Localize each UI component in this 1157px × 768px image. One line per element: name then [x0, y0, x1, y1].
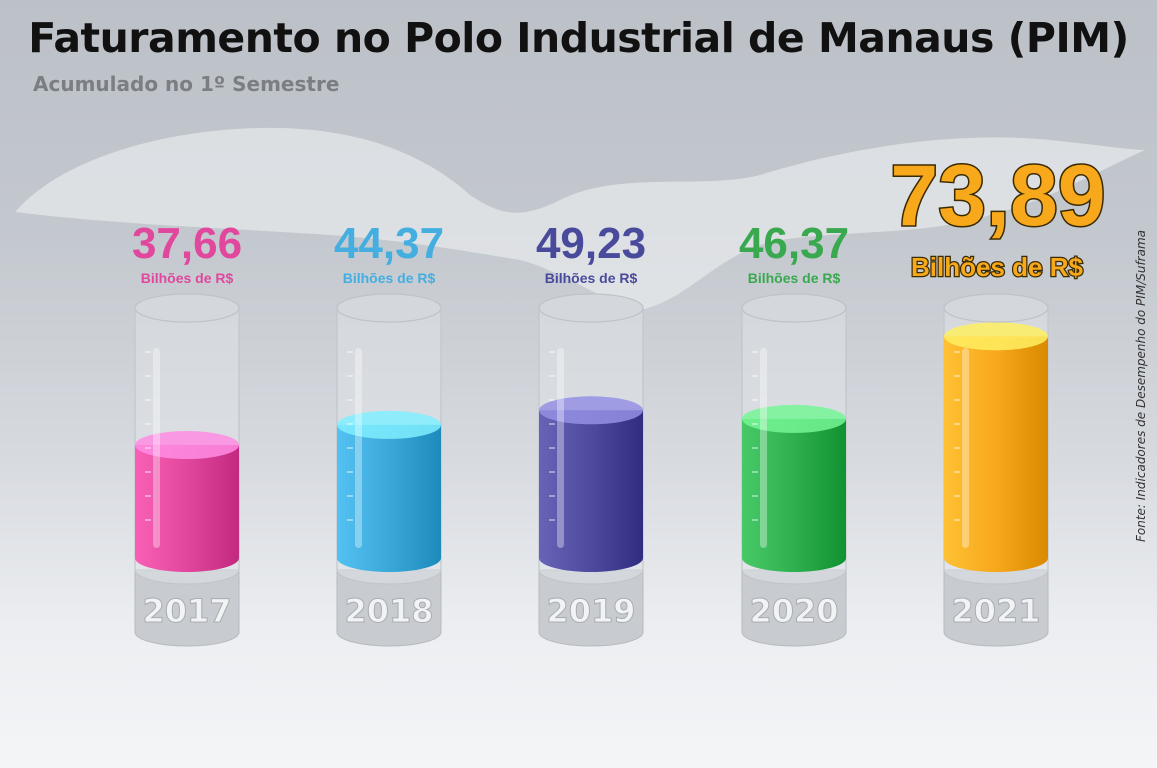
year-label-2017: 2017 [142, 592, 231, 630]
unit-label-2021: Bilhões de R$ [911, 252, 1083, 282]
cylinder-base [336, 569, 442, 647]
tube-rim [134, 293, 240, 323]
cylinder-base [134, 569, 240, 647]
tube-rim [336, 293, 442, 323]
cylinder-base [943, 569, 1049, 647]
page-title: Faturamento no Polo Industrial de Manaus… [28, 14, 1129, 62]
page-subtitle: Acumulado no 1º Semestre [33, 72, 340, 96]
bar-2019 [539, 410, 643, 572]
glass-highlight [557, 348, 564, 548]
bar-2018 [337, 424, 441, 572]
bar-top-2021 [944, 322, 1048, 351]
value-label-2020: 46,37 [739, 219, 849, 268]
value-label-2021: 73,89 [890, 148, 1105, 244]
cylinder-2019: 2019 [538, 293, 644, 647]
source-note: Fonte: Indicadores de Desempenho do PIM/… [1134, 229, 1148, 543]
unit-label-2020: Bilhões de R$ [748, 270, 841, 286]
year-label-2019: 2019 [546, 592, 635, 630]
bar-top-2018 [337, 410, 441, 439]
cylinder-2017: 2017 [134, 293, 240, 647]
value-label-2019: 49,23 [536, 219, 646, 268]
unit-label-2019: Bilhões de R$ [545, 270, 638, 286]
glass-highlight [760, 348, 767, 548]
year-label-2021: 2021 [951, 592, 1040, 630]
cylinder-2018: 2018 [336, 293, 442, 647]
tube-rim [538, 293, 644, 323]
bar-2021 [944, 336, 1048, 572]
unit-label-2017: Bilhões de R$ [141, 270, 234, 286]
bar-top-2017 [135, 431, 239, 460]
year-label-2018: 2018 [344, 592, 433, 630]
bar-top-2019 [539, 396, 643, 425]
cylinder-base [538, 569, 644, 647]
tube-rim [741, 293, 847, 323]
unit-label-2018: Bilhões de R$ [343, 270, 436, 286]
glass-highlight [355, 348, 362, 548]
cylinder-base [741, 569, 847, 647]
glass-highlight [153, 348, 160, 548]
bar-top-2020 [742, 404, 846, 433]
value-label-2018: 44,37 [334, 219, 444, 268]
bar-2017 [135, 445, 239, 572]
bar-2020 [742, 418, 846, 572]
cylinder-2020: 2020 [741, 293, 847, 647]
cylinder-2021: 2021 [943, 293, 1049, 647]
year-label-2020: 2020 [749, 592, 838, 630]
tube-rim [943, 293, 1049, 323]
value-label-2017: 37,66 [132, 219, 242, 268]
glass-highlight [962, 348, 969, 548]
